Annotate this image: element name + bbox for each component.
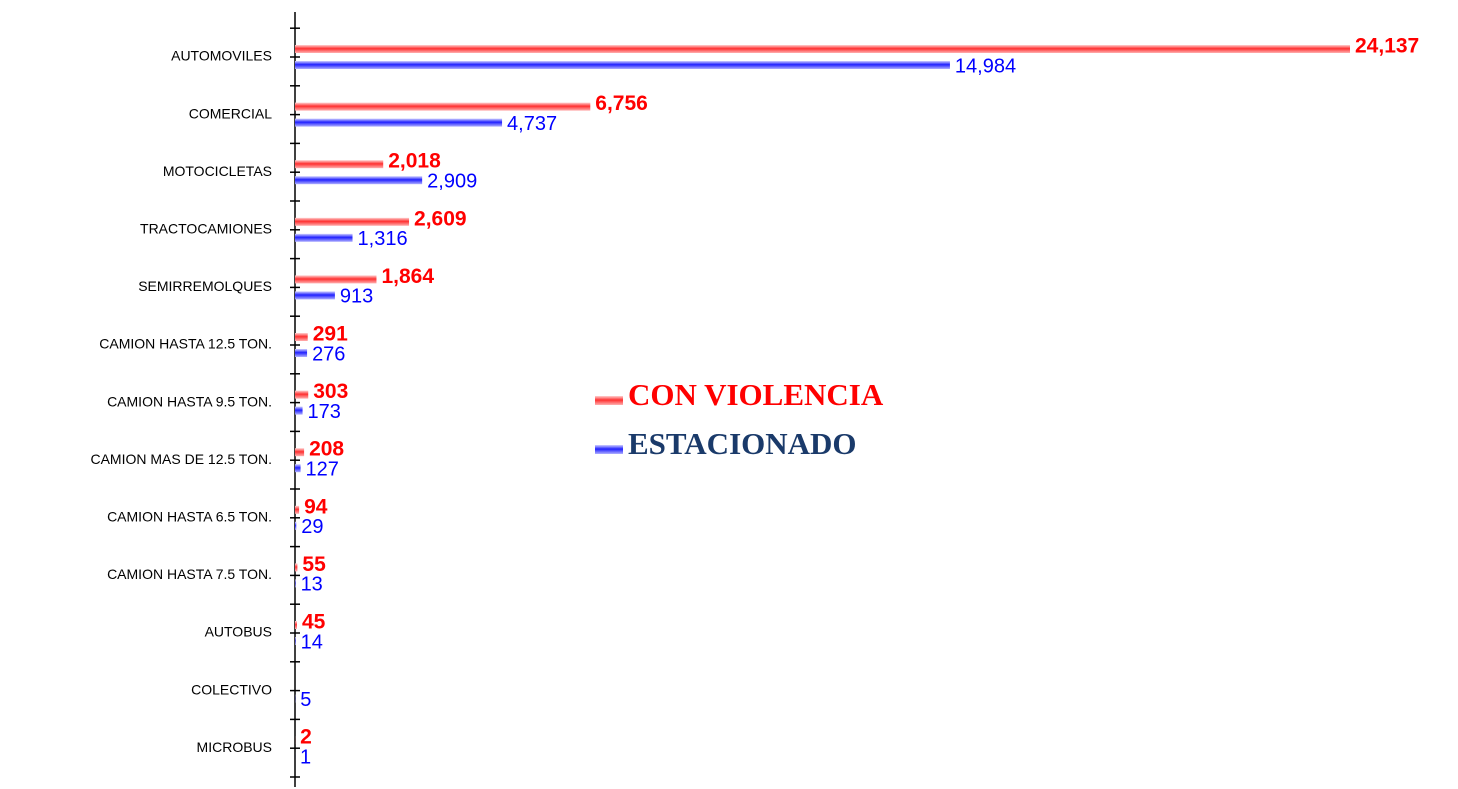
bar [295, 233, 353, 242]
value-label: 303 [313, 380, 348, 403]
category-label: CAMION HASTA 9.5 TON. [107, 393, 272, 409]
bar [295, 217, 410, 226]
bar [295, 102, 591, 111]
value-label: 276 [312, 343, 345, 365]
category-label: SEMIRREMOLQUES [138, 278, 272, 294]
bar [295, 406, 303, 415]
bar [295, 464, 301, 473]
bar [295, 637, 296, 645]
category-label: CAMION HASTA 7.5 TON. [107, 566, 272, 582]
value-label: 94 [304, 495, 328, 518]
value-label: 127 [306, 458, 339, 480]
value-label: 208 [309, 438, 344, 461]
category-label: COMERCIAL [189, 105, 272, 121]
category-label: COLECTIVO [191, 681, 272, 697]
bar [295, 61, 950, 69]
category-label: TRACTOCAMIONES [140, 221, 272, 237]
category-label: AUTOBUS [205, 624, 272, 640]
bar [295, 275, 377, 284]
value-label: 173 [308, 401, 341, 423]
bar [295, 505, 300, 514]
bar [295, 160, 384, 169]
bar [295, 579, 296, 588]
bar [295, 349, 308, 357]
category-label: CAMION MAS DE 12.5 TON. [90, 451, 272, 467]
legend-swatch [595, 396, 623, 405]
value-label: 14,984 [955, 55, 1016, 77]
category-label: AUTOMOVILES [171, 48, 272, 64]
value-label: 1,316 [358, 228, 408, 250]
value-label: 1 [300, 746, 311, 768]
value-label: 13 [301, 574, 323, 596]
value-label: 913 [340, 286, 373, 308]
bar [295, 291, 335, 300]
value-label: 6,756 [595, 92, 648, 115]
value-label: 55 [302, 553, 326, 576]
bar [295, 390, 309, 399]
bar [295, 333, 308, 341]
bar [295, 45, 1350, 53]
value-label: 5 [300, 689, 311, 711]
value-label: 1,864 [381, 265, 434, 288]
category-label: MOTOCICLETAS [163, 163, 272, 179]
category-label: CAMION HASTA 12.5 TON. [99, 336, 272, 352]
value-label: 24,137 [1355, 35, 1419, 58]
value-label: 2,018 [388, 150, 441, 173]
bar [295, 118, 503, 127]
value-label: 291 [313, 323, 348, 346]
legend-label: ESTACIONADO [628, 426, 857, 461]
bar [295, 621, 297, 629]
value-label: 45 [302, 611, 326, 634]
legend-swatch [595, 445, 623, 454]
value-label: 2 [300, 726, 312, 749]
value-label: 29 [301, 516, 323, 538]
bar [295, 176, 423, 185]
category-label: MICROBUS [197, 739, 272, 755]
category-label: CAMION HASTA 6.5 TON. [107, 509, 272, 525]
bar [295, 563, 298, 572]
bar [295, 448, 305, 457]
value-label: 4,737 [507, 113, 557, 135]
bar [295, 521, 297, 530]
value-label: 2,909 [427, 170, 477, 192]
legend-label: CON VIOLENCIA [628, 377, 884, 412]
value-label: 14 [301, 631, 323, 653]
value-label: 2,609 [414, 207, 467, 230]
